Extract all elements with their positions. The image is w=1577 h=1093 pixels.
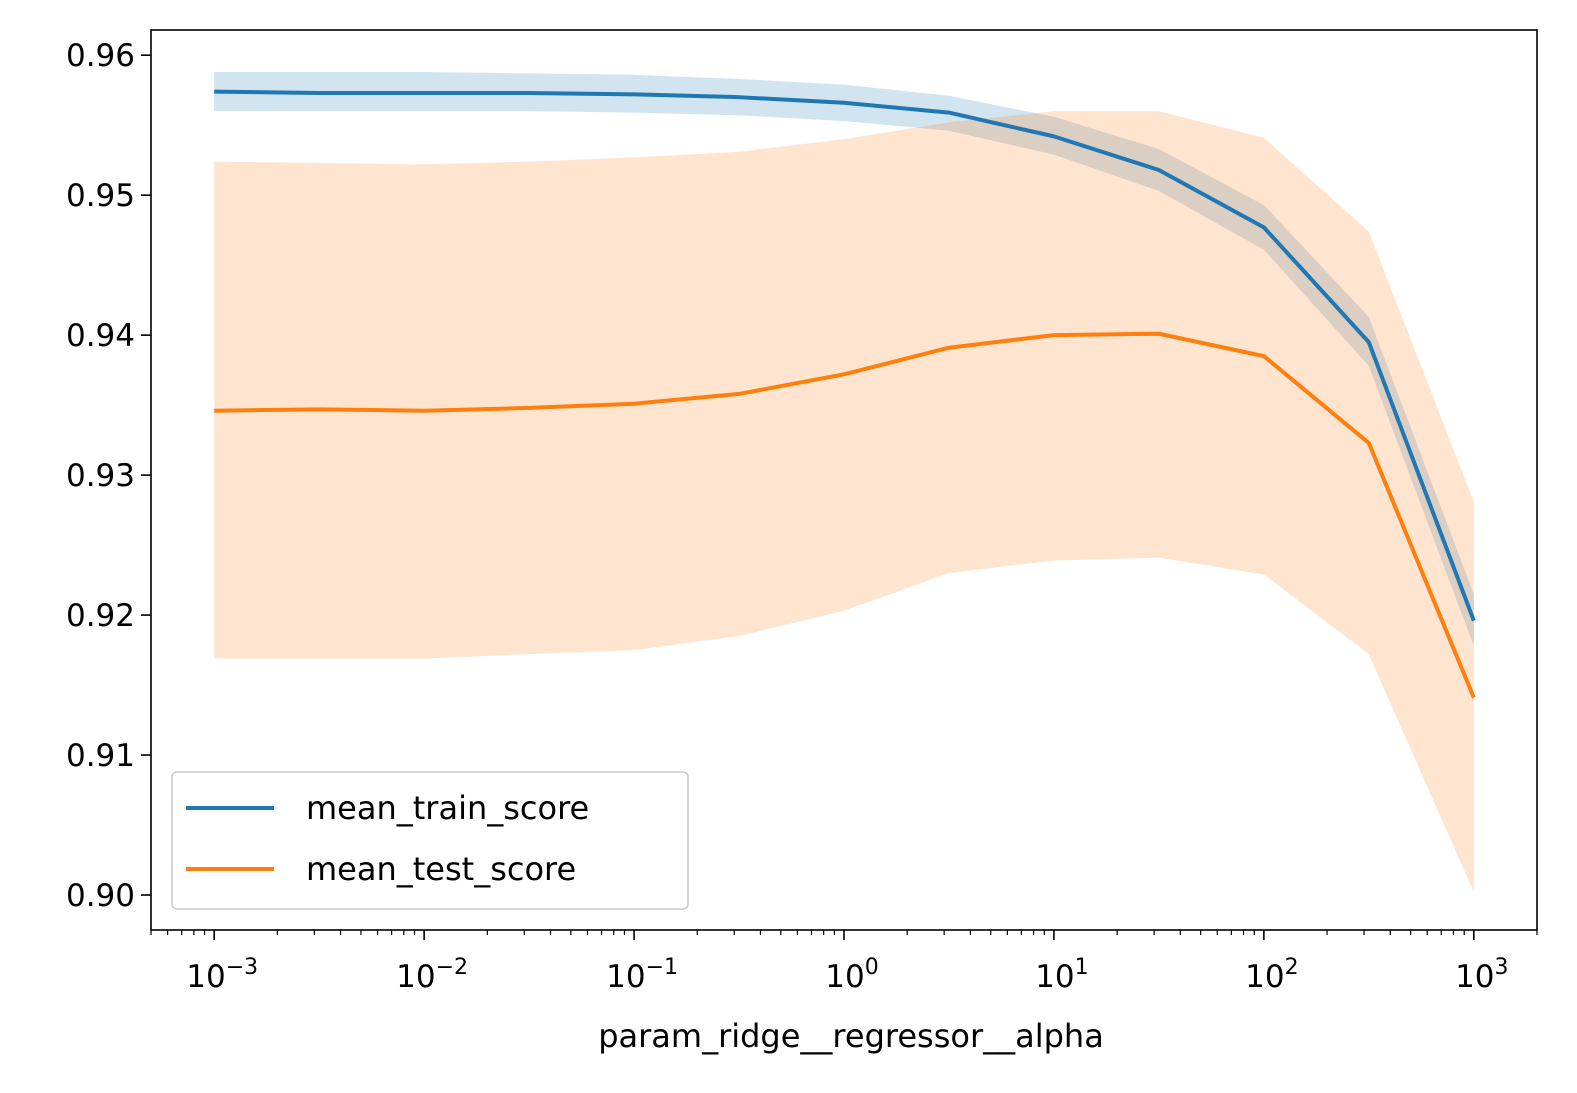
x-tick-label: 10−3 — [186, 955, 258, 995]
y-tick-label: 0.92 — [66, 598, 135, 634]
y-tick-label: 0.96 — [66, 38, 135, 74]
x-tick-label: 10−1 — [606, 955, 678, 995]
y-tick-label: 0.93 — [66, 458, 135, 494]
x-axis-label: param_ridge__regressor__alpha — [598, 1017, 1104, 1055]
x-axis-ticks: 10−3 10−2 10−1 100 101 102 103 — [150, 930, 1538, 995]
series-line-mean-train-score — [214, 89, 1476, 622]
y-tick-label: 0.91 — [66, 738, 135, 774]
legend-label-mean-train-score: mean_train_score — [306, 789, 589, 827]
y-tick-label: 0.95 — [66, 178, 135, 214]
legend: mean_train_score mean_test_score — [171, 771, 689, 910]
band-mean-test-score — [214, 111, 1474, 893]
legend-label-mean-test-score: mean_test_score — [306, 850, 576, 888]
x-tick-label: 10−2 — [396, 955, 468, 995]
legend-box — [171, 771, 689, 910]
x-tick-label: 100 — [825, 955, 878, 995]
y-axis-ticks: 0.90 0.91 0.92 0.93 0.94 0.95 0.96 — [66, 38, 151, 914]
series-line-mean-test-score — [214, 331, 1476, 699]
x-tick-label: 102 — [1245, 955, 1298, 995]
y-tick-label: 0.90 — [66, 878, 135, 914]
x-tick-label: 103 — [1455, 955, 1508, 995]
x-tick-label: 101 — [1035, 955, 1088, 995]
y-tick-label: 0.94 — [66, 318, 135, 354]
confidence-bands — [214, 71, 1474, 893]
series-lines — [214, 89, 1476, 699]
